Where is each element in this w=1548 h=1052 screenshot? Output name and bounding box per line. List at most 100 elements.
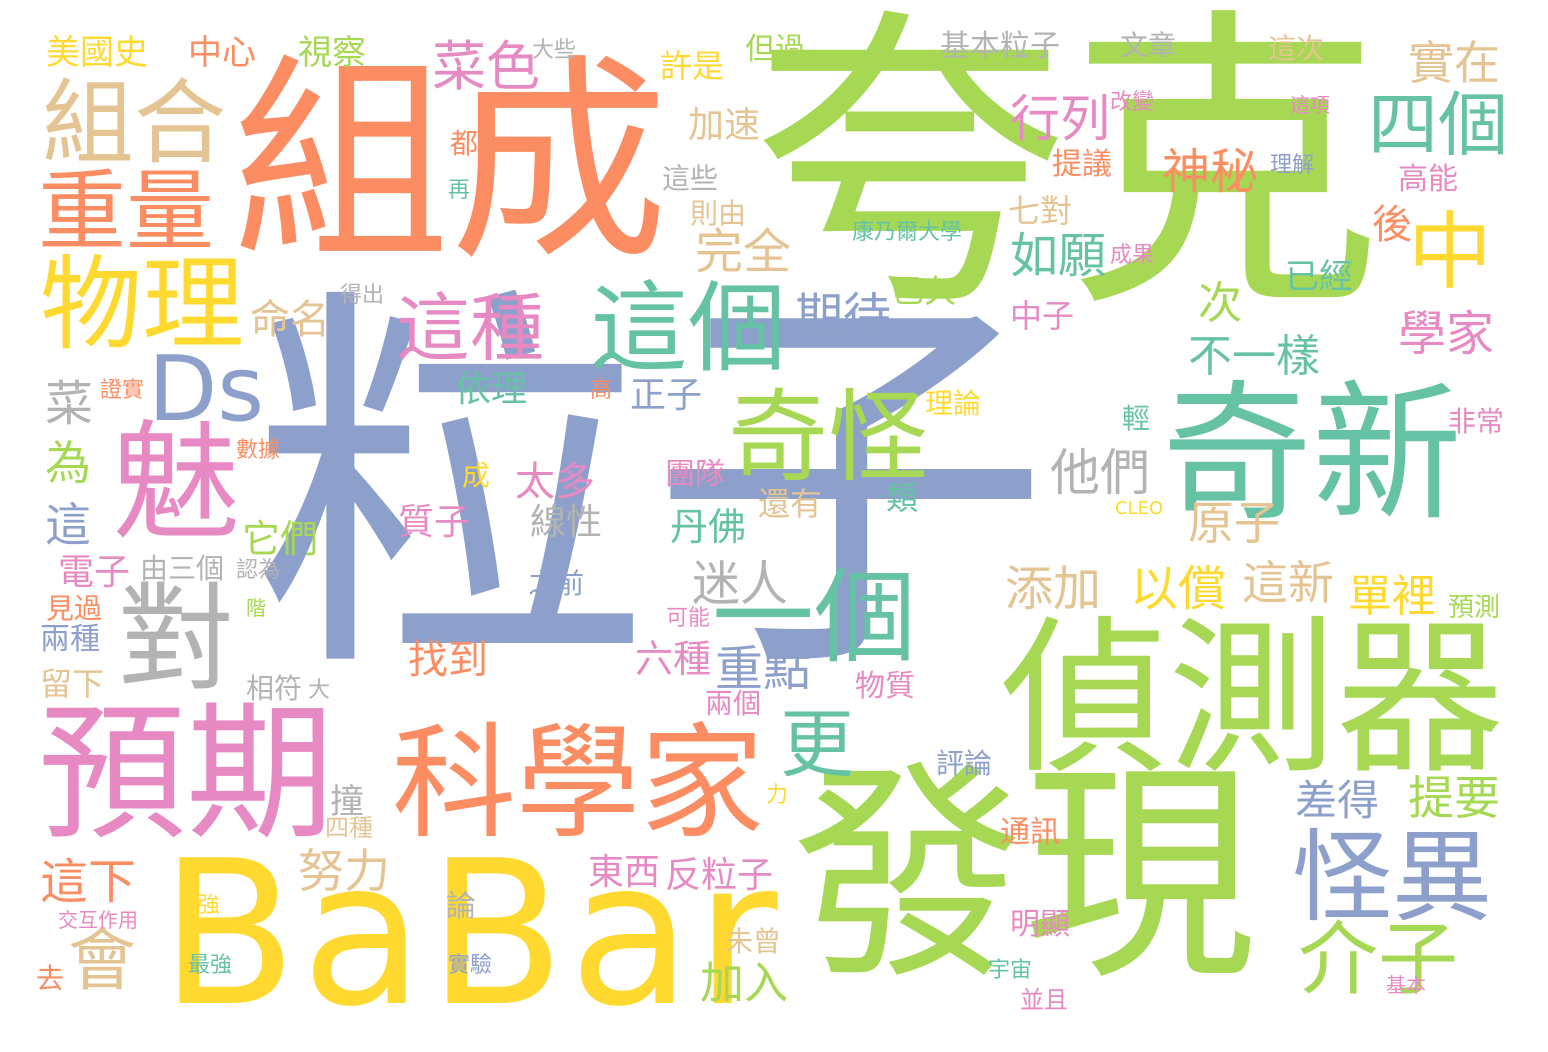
word-cleo: CLEO [1115,498,1164,519]
word-more: 更 [780,702,854,788]
word-anticipate: 期待 [795,288,892,344]
word-two-kinds: 兩種 [40,622,100,657]
word-high-energy: 高能 [1398,162,1458,197]
word-matter: 物質 [855,669,915,704]
word-theory: 理論 [925,387,982,420]
word-qixin: 奇新 [1162,368,1463,542]
word-also: 還有 [758,485,823,523]
word-electron: 電子 [58,552,131,593]
word-kind: 類 [886,479,919,517]
word-middle: 中 [1408,203,1493,301]
word-interaction: 交互作用 [58,908,138,932]
word-and: 並且 [1020,986,1068,1014]
word-key-point: 重點 [715,641,812,697]
word-basic: 基本 [1386,973,1426,997]
word-effort: 努力 [298,844,390,898]
word-pair: 對 [118,572,234,707]
word-charm: 魅 [112,409,241,558]
word-ds: Ds [148,337,265,442]
word-physics: 物理 [40,246,244,365]
word-inspect: 視察 [298,33,366,73]
word-perhaps: 許是 [660,47,725,85]
word-zhe: 這 [45,498,91,552]
word-list: 單裡 [1348,571,1436,622]
word-compose: 組成 [232,37,668,290]
word-cheng: 成 [462,459,491,492]
word-detector: 偵測器 [1000,601,1504,797]
word-wish: 如願 [1010,228,1107,284]
word-theory2: 論 [446,889,476,924]
word-collide: 撞 [330,782,364,822]
word-think: 認為 [236,558,281,583]
word-complete: 完全 [695,224,792,280]
word-strongest: 最強 [188,953,233,978]
word-accelerate: 加速 [688,105,761,146]
word-stage: 階 [246,596,266,620]
word-cornell: 康乃爾大學 [852,220,963,245]
word-understand: 理解 [1270,153,1315,178]
word-high: 高 [590,378,613,403]
word-results: 成果 [1110,243,1155,268]
word-this-time: 這次 [1268,32,1325,65]
word-seen: 見過 [46,592,103,625]
word-antiparticle: 反粒子 [665,855,774,896]
word-naming: 命名 [250,297,330,343]
word-will: 會 [68,922,137,1001]
word-universe: 宇宙 [988,958,1033,983]
word-them: 它們 [242,517,319,561]
word-before: 之前 [528,567,585,600]
word-light: 輕 [1122,402,1151,435]
word-mystery: 神秘 [1162,144,1259,200]
word-us-history: 美國史 [46,33,148,73]
word-strange: 奇怪 [728,379,928,496]
word-never: 未曾 [725,925,782,958]
word-dish: 菜色 [432,35,540,98]
word-seven-pairs: 七對 [1008,192,1073,230]
word-discover: 發現 [792,741,1257,1011]
word-expect: 預期 [38,688,334,860]
word-these: 這些 [662,162,719,195]
word-fascinating: 迷人 [692,556,789,612]
word-experiment: 實驗 [448,953,493,978]
word-join: 加入 [700,958,788,1009]
word-possible: 可能 [666,606,711,631]
word-this-new: 這新 [1242,556,1334,610]
word-scholar: 學家 [1398,306,1495,362]
word-all: 都 [450,127,479,160]
word-combination: 組合 [42,70,227,177]
word-four-kinds: 四種 [325,814,373,842]
word-proton: 質子 [398,502,471,543]
word-denver: 丹佛 [670,505,747,549]
word-meson: 介子 [1298,913,1458,1006]
word-ranks: 行列 [1010,90,1110,148]
word-different: 不一樣 [1188,331,1320,382]
word-obvious: 明顯 [1010,907,1070,942]
word-weight: 重量 [38,160,215,263]
word-they: 他們 [1050,444,1150,502]
word-elementary-particle: 基本粒子 [940,29,1060,64]
word-scientist: 科學家 [392,712,765,856]
word-after: 後 [1372,202,1412,248]
word-center: 中心 [188,33,256,73]
word-accordingly: 依理 [455,369,528,410]
word-this-item: 這項 [1290,93,1330,117]
word-found: 找到 [408,637,488,683]
word-force: 力 [766,783,789,808]
word-already: 已經 [1285,257,1353,297]
word-team: 團隊 [665,457,725,492]
word-big: 大 [308,678,331,703]
word-gap: 差得 [1295,776,1380,825]
word-weird: 怪異 [1292,819,1492,936]
word-long-time: 已久 [892,272,957,310]
word-derive: 得出 [340,283,385,308]
word-strong: 強 [198,893,221,918]
word-things: 東西 [588,852,661,893]
word-summary: 提要 [1408,771,1500,825]
word-six-kinds: 六種 [635,637,712,681]
word-really: 實在 [1408,36,1500,90]
word-cai: 菜 [45,376,94,432]
word-time: 次 [1198,278,1242,329]
word-predict: 預測 [1448,593,1501,623]
word-again: 再 [448,178,471,203]
